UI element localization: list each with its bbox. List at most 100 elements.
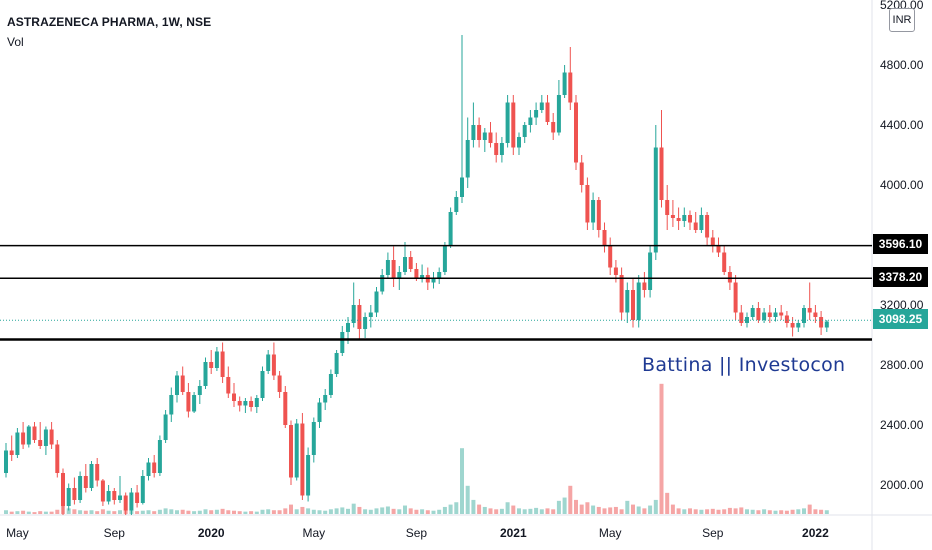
volume-bar bbox=[454, 502, 459, 514]
candle-body bbox=[824, 321, 829, 328]
volume-bar bbox=[317, 510, 322, 514]
candle-body bbox=[192, 395, 197, 412]
watermark-text: Battina || Investocon bbox=[642, 354, 846, 376]
candle-body bbox=[528, 117, 533, 125]
volume-bar bbox=[579, 504, 584, 514]
volume-bar bbox=[619, 509, 624, 514]
volume-bar bbox=[26, 511, 31, 514]
x-axis-tick-label: Sep bbox=[406, 526, 428, 540]
candle-body bbox=[568, 72, 573, 103]
candle-body bbox=[237, 401, 242, 406]
volume-bar bbox=[528, 508, 533, 514]
volume-bar bbox=[602, 508, 607, 514]
volume-bar bbox=[625, 500, 630, 514]
volume-bar bbox=[745, 509, 749, 514]
candle-body bbox=[249, 401, 254, 407]
candle-body bbox=[214, 351, 219, 368]
candle-body bbox=[767, 312, 772, 317]
candle-body bbox=[328, 374, 333, 395]
candle-body bbox=[613, 267, 618, 275]
candle-body bbox=[385, 260, 390, 275]
candle-body bbox=[670, 215, 675, 218]
volume-bar bbox=[220, 508, 225, 514]
volume-bar bbox=[260, 509, 265, 514]
volume-bar bbox=[391, 508, 396, 514]
candle-body bbox=[802, 308, 806, 323]
currency-badge[interactable]: INR bbox=[889, 8, 915, 32]
candle-body bbox=[317, 402, 322, 422]
candle-body bbox=[556, 95, 561, 133]
candle-body bbox=[420, 275, 425, 278]
volume-bar bbox=[608, 507, 613, 514]
volume-bar bbox=[420, 509, 425, 514]
y-axis-tick-label: 4400.00 bbox=[880, 118, 924, 132]
candle-body bbox=[762, 312, 767, 320]
level-price-tag-3596: 3596.10 bbox=[873, 234, 928, 254]
volume-bar bbox=[779, 510, 784, 514]
x-axis-tick-label: Sep bbox=[104, 526, 126, 540]
volume-bar bbox=[710, 508, 715, 514]
volume-bar bbox=[670, 504, 675, 514]
candle-body bbox=[49, 429, 54, 445]
candle-body bbox=[123, 495, 128, 511]
candle-body bbox=[118, 495, 122, 500]
candle-body bbox=[710, 237, 715, 245]
candle-body bbox=[186, 392, 191, 412]
candle-body bbox=[209, 362, 214, 368]
volume-bar bbox=[665, 492, 670, 514]
candle-body bbox=[545, 102, 550, 122]
candle-body bbox=[477, 125, 482, 140]
volume-bar bbox=[266, 509, 271, 514]
candle-body bbox=[260, 371, 265, 398]
candle-body bbox=[414, 269, 419, 278]
x-axis-tick-label: Sep bbox=[702, 526, 724, 540]
volume-bar bbox=[232, 510, 236, 514]
volume-bar bbox=[517, 508, 521, 514]
volume-bar bbox=[135, 511, 140, 514]
volume-bar bbox=[477, 504, 482, 514]
candle-body bbox=[243, 401, 248, 406]
volume-bar bbox=[271, 510, 276, 514]
volume-bar bbox=[294, 509, 299, 514]
volume-bar bbox=[693, 509, 698, 514]
volume-bar bbox=[340, 507, 345, 514]
volume-bar bbox=[574, 499, 578, 514]
candle-body bbox=[169, 395, 174, 415]
x-axis-tick-label: May bbox=[599, 526, 622, 540]
volume-bar bbox=[442, 506, 447, 514]
volume-bar bbox=[682, 509, 687, 514]
candle-body bbox=[705, 215, 710, 238]
volume-bar bbox=[55, 509, 60, 514]
volume-bar bbox=[38, 511, 43, 514]
volume-bar bbox=[300, 506, 305, 514]
volume-bar bbox=[209, 510, 214, 514]
volume-bar bbox=[4, 510, 8, 514]
volume-bar bbox=[437, 509, 442, 514]
volume-bar bbox=[699, 509, 704, 514]
volume-bar bbox=[505, 502, 510, 514]
candle-body bbox=[642, 282, 647, 290]
volume-bar bbox=[346, 508, 350, 514]
volume-bar bbox=[357, 506, 362, 514]
volume-bar bbox=[722, 509, 727, 514]
candle-body bbox=[66, 488, 71, 506]
candle-body bbox=[551, 122, 556, 133]
volume-bar bbox=[169, 509, 174, 514]
candle-body bbox=[648, 252, 653, 290]
candle-body bbox=[15, 432, 20, 455]
volume-bar bbox=[733, 508, 738, 514]
volume-bar bbox=[425, 510, 430, 514]
volume-bar bbox=[636, 506, 641, 514]
level-price-tag-3378: 3378.20 bbox=[873, 267, 928, 287]
volume-bar bbox=[551, 509, 556, 514]
candle-body bbox=[722, 252, 727, 272]
volume-bar bbox=[494, 509, 499, 514]
volume-bar bbox=[408, 508, 413, 514]
candle-body bbox=[146, 462, 151, 476]
volume-bar bbox=[796, 509, 801, 514]
volume-bar bbox=[192, 511, 197, 514]
volume-bar bbox=[403, 505, 407, 514]
candle-body bbox=[180, 375, 185, 392]
